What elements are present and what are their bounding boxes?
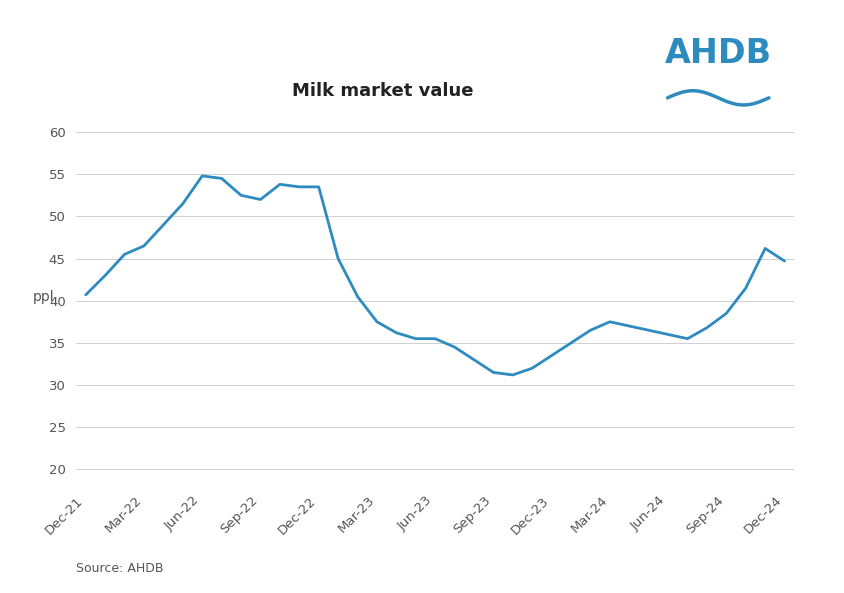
Text: Source: AHDB: Source: AHDB [76, 562, 164, 575]
Text: Milk market value: Milk market value [291, 82, 473, 100]
Y-axis label: ppl: ppl [32, 289, 54, 304]
Text: AHDB: AHDB [664, 37, 771, 70]
